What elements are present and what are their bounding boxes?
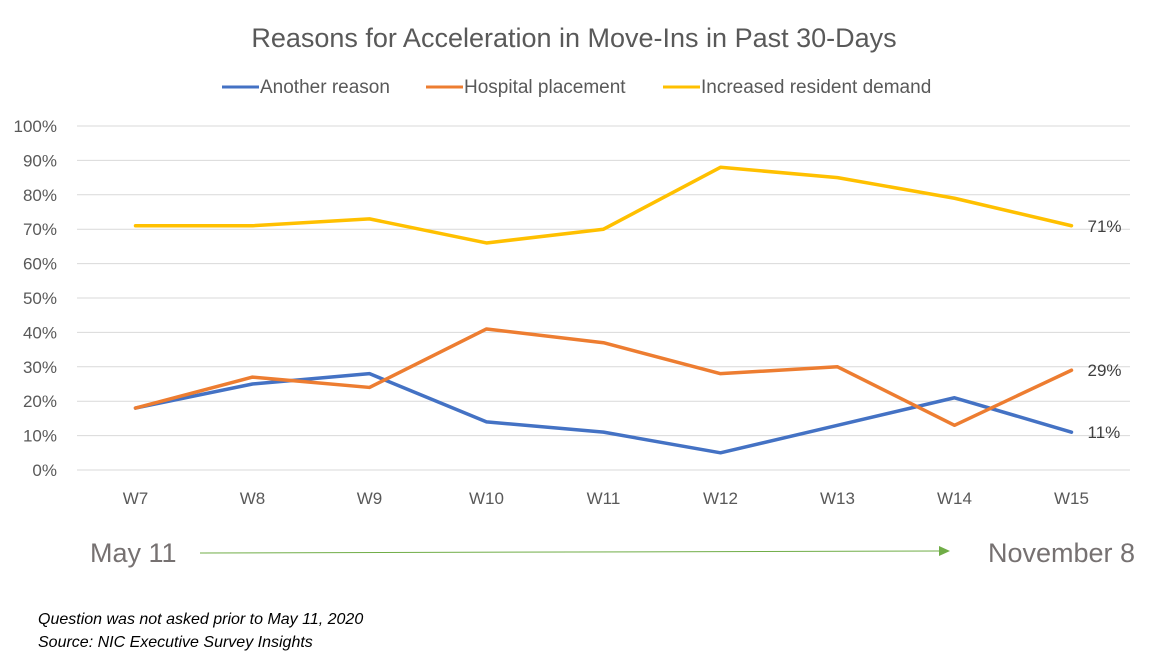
- series-line-increased-resident-demand: [133, 165, 1074, 245]
- y-tick-label: 60%: [23, 255, 57, 274]
- legend-label-increased-resident-demand: Increased resident demand: [701, 77, 931, 98]
- y-tick-label: 0%: [32, 461, 57, 480]
- y-axis: 0% 10% 20% 30% 40% 50% 60% 70% 80% 90% 100%: [14, 117, 57, 480]
- y-tick-label: 80%: [23, 186, 57, 205]
- y-tick-label: 90%: [23, 151, 57, 170]
- gridlines: [77, 125, 1130, 471]
- x-tick-label: W15: [1054, 489, 1089, 508]
- y-tick-label: 10%: [23, 427, 57, 446]
- end-label-increased-resident-demand: 71%: [1088, 217, 1122, 236]
- legend-label-another-reason: Another reason: [260, 77, 390, 98]
- footnote-question: Question was not asked prior to May 11, …: [38, 611, 364, 628]
- legend-label-hospital-placement: Hospital placement: [464, 77, 626, 98]
- x-tick-label: W14: [937, 489, 972, 508]
- timeline: May 11 November 8: [90, 538, 1135, 568]
- y-tick-label: 30%: [23, 358, 57, 377]
- y-tick-label: 50%: [23, 289, 57, 308]
- x-tick-label: W13: [820, 489, 855, 508]
- series-line-hospital-placement: [133, 327, 1074, 428]
- timeline-start-label: May 11: [90, 538, 177, 568]
- y-tick-label: 40%: [23, 323, 57, 342]
- legend: Another reason Hospital placement Increa…: [222, 77, 931, 98]
- y-tick-label: 20%: [23, 392, 57, 411]
- x-tick-label: W9: [357, 489, 383, 508]
- x-tick-label: W11: [587, 489, 621, 508]
- y-tick-label: 70%: [23, 220, 57, 239]
- end-label-hospital-placement: 29%: [1088, 361, 1122, 380]
- series-lines: [133, 165, 1074, 455]
- x-tick-label: W12: [703, 489, 738, 508]
- x-axis: W7 W8 W9 W10 W11 W12 W13 W14 W15: [123, 489, 1089, 508]
- end-label-another-reason: 11%: [1088, 423, 1121, 442]
- x-tick-label: W10: [469, 489, 504, 508]
- timeline-end-label: November 8: [988, 538, 1135, 568]
- end-labels: 11% 29% 71%: [1088, 217, 1122, 442]
- footnote-source: Source: NIC Executive Survey Insights: [38, 634, 313, 651]
- y-tick-label: 100%: [14, 117, 57, 136]
- timeline-arrow: [199, 550, 941, 554]
- timeline-arrowhead: [939, 546, 950, 556]
- chart-title: Reasons for Acceleration in Move-Ins in …: [251, 23, 896, 53]
- x-tick-label: W7: [123, 489, 149, 508]
- x-tick-label: W8: [240, 489, 266, 508]
